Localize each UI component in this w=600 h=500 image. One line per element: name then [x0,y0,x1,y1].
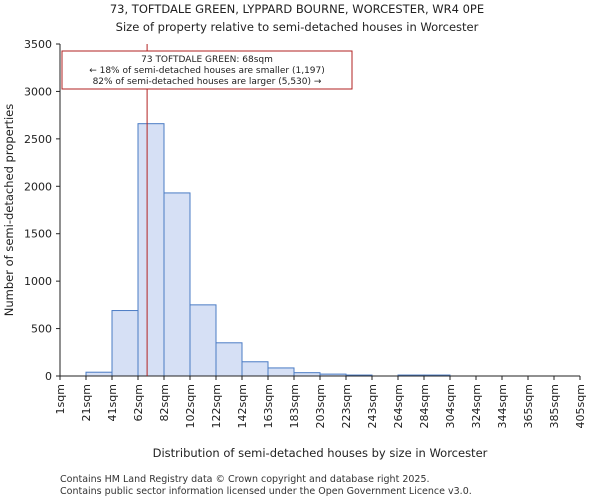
x-tick-label-62sqm: 62sqm [132,384,145,421]
x-tick-label-264sqm: 264sqm [392,384,405,428]
x-tick-label-183sqm: 183sqm [288,384,301,428]
y-tick-label-0: 0 [45,370,52,383]
y-ticks-group: 0 500 1000 1500 2000 2500 3000 3500 [24,38,60,383]
x-tick-label-1sqm: 1sqm [54,384,67,414]
footer-line-1: Contains HM Land Registry data © Crown c… [60,474,430,485]
bar-82sqm [163,192,191,377]
x-tick-label-324sqm: 324sqm [470,384,483,428]
x-axis-label: Distribution of semi-detached houses by … [153,446,488,460]
x-tick-label-41sqm: 41sqm [106,384,119,421]
y-tick-label-2000: 2000 [24,180,52,193]
x-tick-label-102sqm: 102sqm [184,384,197,428]
y-tick-label-500: 500 [31,323,52,336]
bars-group [85,123,451,377]
x-tick-label-243sqm: 243sqm [366,384,379,428]
chart-subtitle: Size of property relative to semi-detach… [116,20,479,34]
annotation-line-2: ← 18% of semi-detached houses are smalle… [89,66,325,76]
y-tick-label-1000: 1000 [24,275,52,288]
y-tick-label-1500: 1500 [24,228,52,241]
x-tick-label-203sqm: 203sqm [314,384,327,428]
bar-62sqm [137,123,165,377]
bar-122sqm [215,342,243,377]
x-tick-label-385sqm: 385sqm [548,384,561,428]
annotation-border [61,50,353,90]
x-tick-label-163sqm: 163sqm [262,384,275,428]
x-tick-label-223sqm: 223sqm [340,384,353,428]
y-tick-label-2500: 2500 [24,133,52,146]
x-tick-label-21sqm: 21sqm [80,384,93,421]
bar-41sqm [111,310,139,377]
annotation-box: 73 TOFTDALE GREEN: 68sqm ← 18% of semi-d… [61,50,353,90]
x-tick-label-122sqm: 122sqm [210,384,223,428]
y-axis-label: Number of semi-detached properties [2,104,16,316]
chart-title: 73, TOFTDALE GREEN, LYPPARD BOURNE, WORC… [110,2,484,16]
x-tick-label-405sqm: 405sqm [574,384,587,428]
x-tick-label-82sqm: 82sqm [158,384,171,421]
x-tick-label-304sqm: 304sqm [444,384,457,428]
y-tick-label-3000: 3000 [24,85,52,98]
bar-21sqm [85,371,113,377]
bar-163sqm [267,367,295,377]
x-tick-label-284sqm: 284sqm [418,384,431,428]
footer-line-2: Contains public sector information licen… [60,486,472,497]
x-tick-label-344sqm: 344sqm [496,384,509,428]
x-tick-label-142sqm: 142sqm [236,384,249,428]
annotation-line-3: 82% of semi-detached houses are larger (… [93,77,322,87]
bar-142sqm [241,361,269,377]
bar-102sqm [189,304,217,377]
y-tick-label-3500: 3500 [24,38,52,51]
x-tick-label-365sqm: 365sqm [522,384,535,428]
x-ticks-group: 1sqm 21sqm 41sqm 62sqm 82sqm 102sqm 122sqm 142s… [54,376,587,428]
annotation-line-1: 73 TOFTDALE GREEN: 68sqm [141,55,273,65]
